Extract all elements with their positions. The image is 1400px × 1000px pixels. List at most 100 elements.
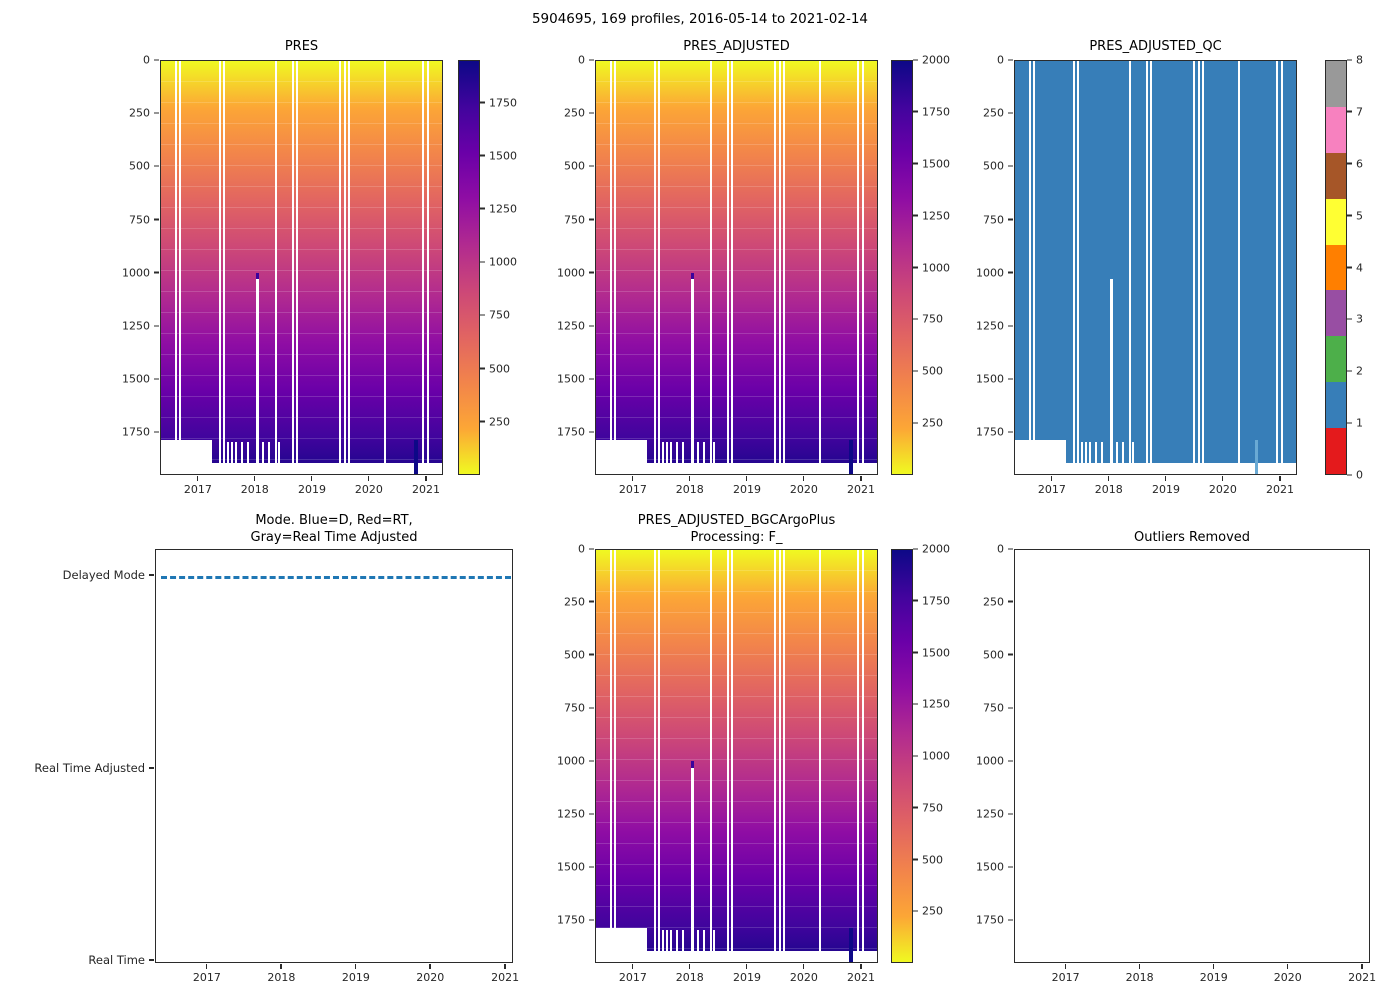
colorbar-tick-label: 250 (480, 415, 510, 429)
qc-color-4 (1326, 244, 1346, 291)
missing-profile-gap (339, 61, 342, 464)
colorbar-tick-label: 1750 (913, 594, 950, 608)
x-tick-label: 2021 (491, 964, 520, 984)
colorbar-tick-label: 1750 (913, 105, 950, 119)
outliers-x-axis: 2017 2018 2019 2020 2021 (1014, 963, 1376, 985)
y-tick-label: 1750 (557, 425, 594, 439)
x-tick-label: 2020 (354, 476, 383, 496)
missing-profile-gap (1072, 61, 1075, 464)
x-tick-label: 2019 (732, 964, 761, 984)
bgc-title: PRES_ADJUSTED_BGCArgoPlus Processing: F_ (595, 512, 878, 546)
pres-adjusted-plot-area (595, 60, 878, 475)
ragged-bottom-gap (241, 442, 244, 464)
missing-profile-gap (610, 550, 613, 952)
qc-color-3 (1326, 290, 1346, 337)
ragged-bottom-gap (1089, 442, 1092, 464)
pres-heatmap (161, 61, 442, 474)
y-tick-label: 750 (983, 213, 1013, 227)
missing-profile-gap (1145, 61, 1148, 464)
shallow-profile-gap (1109, 279, 1113, 464)
shallow-profile-tip (690, 761, 694, 768)
missing-profile-gap (778, 550, 781, 952)
deep-profile-bar (848, 440, 853, 474)
colorbar-tick-label: 250 (913, 416, 943, 430)
ragged-bottom-gap (676, 930, 679, 952)
x-tick-label: 2019 (1151, 476, 1180, 496)
colorbar-tick-label: 2000 (913, 53, 950, 67)
qc-color-7 (1326, 106, 1346, 153)
colorbar-tick-label: 750 (913, 801, 943, 815)
colorbar-tick-label: 1500 (913, 646, 950, 659)
missing-profile-gap (1193, 61, 1196, 464)
y-tick-label: 1250 (976, 807, 1013, 821)
y-tick-label: 1750 (122, 425, 159, 439)
y-tick-label: 0 (578, 542, 594, 556)
missing-profile-gap (857, 61, 860, 464)
pres-adjusted-level-bands (596, 61, 877, 474)
deep-profile-bar (413, 440, 418, 474)
missing-profile-gap (1128, 61, 1131, 464)
x-tick-label: 2019 (732, 476, 761, 496)
below-data-region (596, 463, 877, 474)
missing-profile-gap (819, 550, 822, 952)
shallow-profile-tip (690, 272, 694, 280)
y-tick-label: 1500 (122, 372, 159, 386)
missing-profile-gap (774, 61, 777, 464)
y-tick-label: 1750 (976, 425, 1013, 439)
pres-adjusted-heatmap (596, 61, 877, 474)
ragged-bottom-gap (712, 930, 715, 952)
missing-profile-gap (1076, 61, 1079, 464)
missing-profile-gap (291, 61, 294, 464)
qc-color-2 (1326, 336, 1346, 383)
mode-y-axis: Delayed Mode Real Time Adjusted Real Tim… (5, 549, 155, 967)
x-tick-label: 2020 (1208, 476, 1237, 496)
x-tick-label: 2019 (1199, 964, 1228, 984)
missing-profile-gap (295, 61, 298, 464)
delayed-mode-line (161, 575, 511, 579)
ragged-bottom-gap (697, 930, 700, 952)
below-data-region (161, 463, 442, 474)
below-data-region (596, 951, 877, 962)
ragged-bottom-gap (670, 442, 673, 464)
y-tick-label: 250 (564, 106, 594, 120)
pres-title: PRES (284, 39, 319, 54)
missing-profile-gap (730, 550, 733, 952)
x-tick-label: 2020 (1273, 964, 1302, 984)
missing-profile-gap (819, 61, 822, 464)
missing-profile-gap (778, 61, 781, 464)
ragged-bottom-gap (681, 442, 684, 464)
mode-x-axis: 2017 2018 2019 2020 2021 (155, 963, 519, 985)
missing-profile-gap (614, 550, 617, 952)
y-tick-label: 250 (564, 595, 594, 609)
ragged-bottom-gap (1131, 442, 1134, 464)
missing-profile-gap (709, 61, 712, 464)
x-tick-label: 2019 (297, 476, 326, 496)
colorbar-tick-label: 750 (480, 308, 510, 322)
colorbar-tick-label: 1 (1347, 416, 1363, 430)
y-tick-label: Delayed Mode (62, 568, 155, 583)
qc-heatmap (1015, 61, 1296, 474)
x-tick-label: 2017 (618, 476, 647, 496)
colorbar-tick-label: 7 (1347, 105, 1363, 119)
ragged-bottom-gap (277, 442, 280, 464)
x-tick-label: 2018 (267, 964, 296, 984)
missing-profile-gap (610, 61, 613, 464)
bgc-heatmap (596, 550, 877, 962)
pres-adjusted-y-axis: 0 250 500 750 1000 1250 1500 1750 (547, 54, 595, 475)
missing-profile-gap (347, 61, 350, 464)
x-tick-label: 2018 (675, 964, 704, 984)
ragged-bottom-gap (231, 442, 234, 464)
missing-profile-gap (726, 550, 729, 952)
colorbar-tick-label: 1500 (913, 157, 950, 171)
pres-level-bands (161, 61, 442, 474)
y-tick-label: 1500 (976, 860, 1013, 874)
ragged-bottom-gap (702, 930, 705, 952)
missing-profile-gap (384, 61, 387, 464)
y-tick-label: 0 (997, 53, 1013, 67)
ragged-bottom-gap (662, 442, 665, 464)
x-tick-label: 2020 (789, 476, 818, 496)
ragged-bottom-gap (262, 442, 265, 464)
missing-profile-gap (653, 550, 656, 952)
pres-adjusted-qc-title: PRES_ADJUSTED_QC (1089, 39, 1222, 54)
y-tick-label: 1000 (557, 754, 594, 768)
